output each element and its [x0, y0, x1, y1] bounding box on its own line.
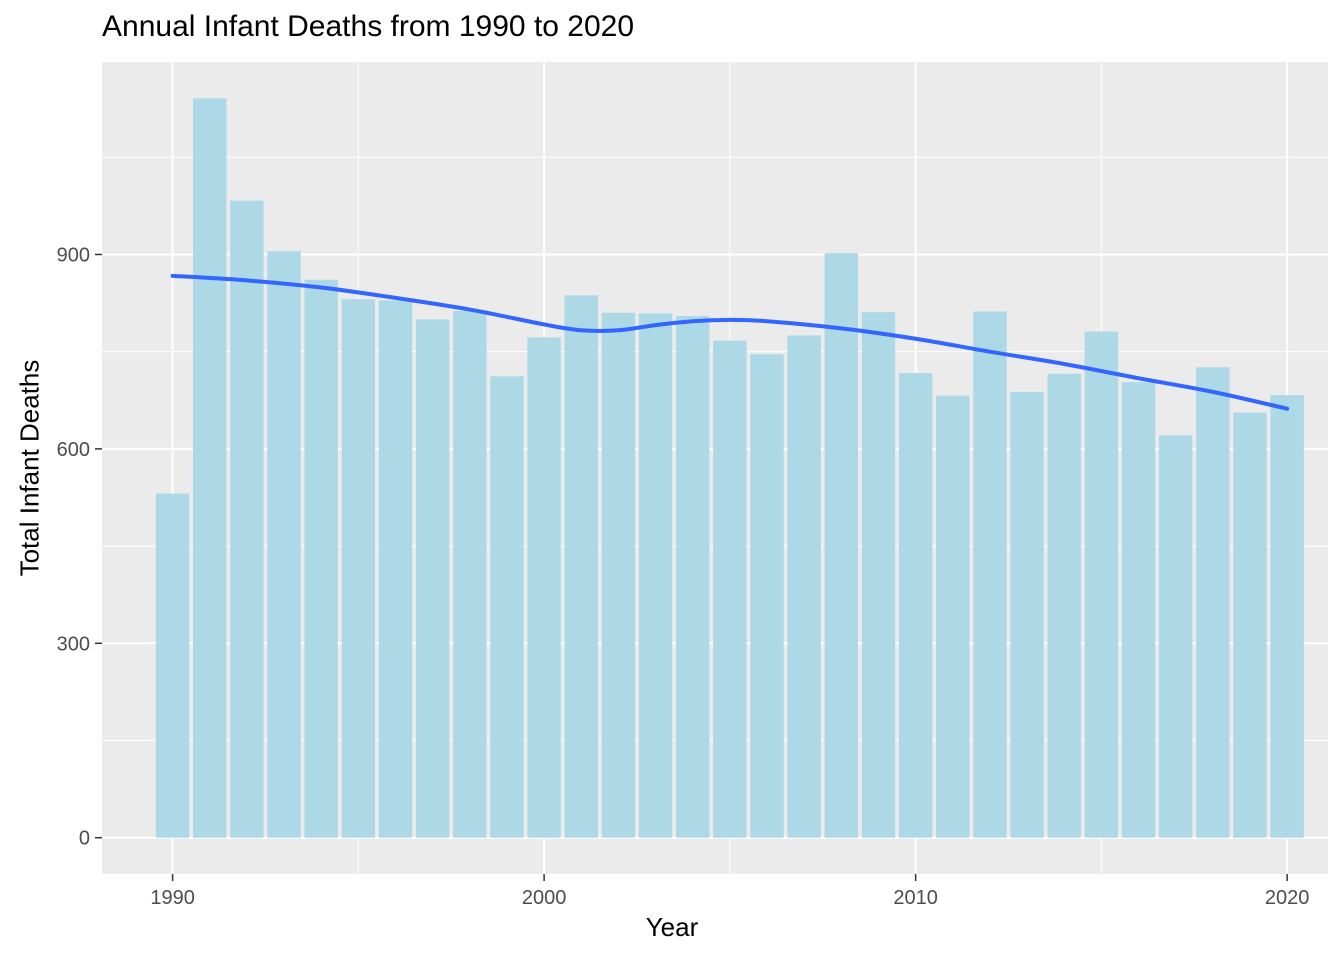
bar-1993 — [267, 251, 301, 838]
bar-1999 — [490, 376, 524, 838]
bar-1995 — [341, 299, 376, 838]
y-tick-label: 900 — [57, 244, 90, 266]
bar-2008 — [824, 253, 859, 838]
bar-1994 — [304, 279, 338, 838]
bar-1992 — [230, 200, 264, 838]
bar-2004 — [675, 316, 710, 838]
bar-2013 — [1010, 391, 1044, 838]
bars — [155, 98, 1304, 838]
bar-2005 — [713, 340, 747, 838]
x-axis-title: Year — [645, 912, 699, 942]
y-tick-label: 600 — [57, 439, 90, 461]
x-tick-label: 2020 — [1265, 887, 1310, 909]
bar-2000 — [527, 337, 561, 838]
bar-2016 — [1121, 382, 1156, 838]
bar-2006 — [750, 354, 784, 838]
x-tick-label: 2000 — [522, 887, 567, 909]
bar-1996 — [378, 300, 413, 838]
y-tick-label: 300 — [57, 633, 90, 655]
bar-1997 — [415, 319, 450, 838]
y-tick-label: 0 — [79, 828, 90, 850]
smooth-trend-line — [170, 273, 1290, 411]
bar-2015 — [1084, 331, 1119, 838]
bar-2002 — [601, 312, 636, 838]
bar-1990 — [155, 493, 190, 838]
x-tick-label: 1990 — [150, 887, 195, 909]
bar-2003 — [638, 313, 673, 838]
bar-2010 — [898, 373, 933, 838]
bar-2001 — [564, 295, 598, 838]
bar-2007 — [787, 335, 821, 838]
bar-2014 — [1047, 373, 1081, 838]
y-axis-title: Total Infant Deaths — [14, 359, 45, 577]
bar-2018 — [1196, 367, 1230, 838]
smooth-line — [170, 273, 1290, 411]
axes: 0 300 600 900 1990 2000 2010 2020 — [57, 244, 1310, 909]
x-tick-label: 2010 — [893, 887, 938, 909]
bar-1991 — [193, 98, 227, 838]
bar-2012 — [973, 311, 1007, 838]
bar-2009 — [861, 312, 896, 838]
chart-title: Annual Infant Deaths from 1990 to 2020 — [102, 10, 635, 43]
bar-2020 — [1270, 395, 1304, 838]
bar-2019 — [1233, 412, 1267, 838]
bar-1998 — [453, 310, 487, 838]
bar-2011 — [936, 395, 970, 838]
bar-2017 — [1158, 435, 1193, 838]
